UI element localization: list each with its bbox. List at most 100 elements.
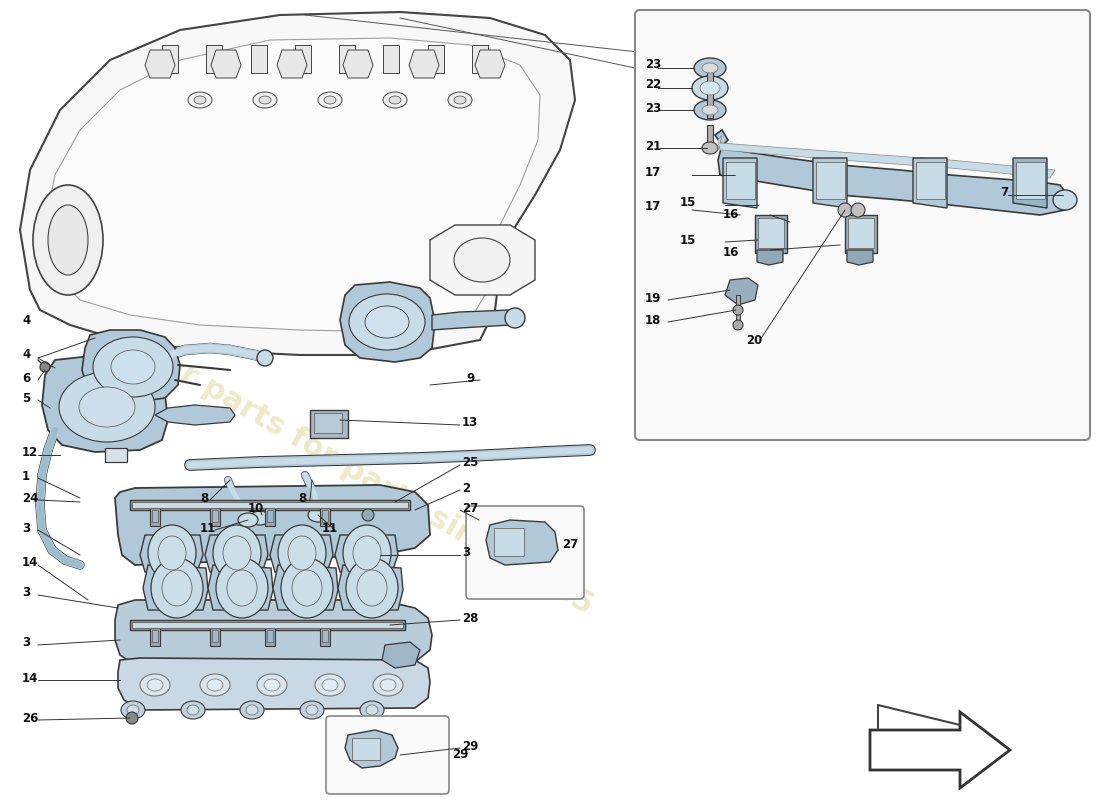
Bar [152, 630, 158, 642]
Text: 10: 10 [248, 502, 264, 514]
Polygon shape [82, 330, 180, 403]
Ellipse shape [343, 525, 390, 581]
Ellipse shape [365, 306, 409, 338]
Ellipse shape [216, 558, 268, 618]
Text: 5: 5 [22, 391, 31, 405]
Ellipse shape [454, 96, 466, 104]
Ellipse shape [702, 142, 718, 154]
Text: 4: 4 [22, 314, 31, 326]
Polygon shape [715, 130, 1070, 215]
Polygon shape [913, 158, 947, 208]
Text: 11: 11 [200, 522, 217, 534]
Polygon shape [430, 225, 535, 295]
Ellipse shape [94, 337, 173, 397]
Bar [339, 45, 355, 73]
Ellipse shape [358, 570, 387, 606]
Ellipse shape [360, 701, 384, 719]
Text: 4: 4 [22, 349, 31, 362]
Bar [310, 410, 348, 438]
Ellipse shape [300, 701, 324, 719]
Ellipse shape [40, 362, 49, 372]
Polygon shape [143, 565, 208, 610]
Ellipse shape [147, 679, 163, 691]
Text: 12: 12 [22, 446, 38, 458]
Polygon shape [432, 310, 510, 330]
Ellipse shape [140, 674, 170, 696]
Ellipse shape [278, 525, 326, 581]
Text: 14: 14 [22, 557, 38, 570]
Bar [162, 45, 178, 73]
Text: 29: 29 [452, 749, 469, 762]
Ellipse shape [349, 294, 425, 350]
Ellipse shape [182, 701, 205, 719]
Ellipse shape [362, 509, 374, 521]
Polygon shape [338, 565, 403, 610]
Ellipse shape [33, 185, 103, 295]
Ellipse shape [162, 570, 192, 606]
Ellipse shape [702, 63, 718, 73]
Bar [251, 45, 266, 73]
Ellipse shape [324, 96, 336, 104]
Ellipse shape [373, 674, 403, 696]
Polygon shape [340, 282, 434, 362]
Ellipse shape [151, 558, 204, 618]
Polygon shape [205, 535, 268, 572]
Bar [916, 162, 945, 199]
Ellipse shape [223, 536, 251, 570]
Bar [314, 413, 342, 433]
Text: 3: 3 [462, 546, 470, 559]
Bar [295, 45, 311, 73]
Bar [265, 628, 275, 646]
Bar [210, 508, 220, 526]
Bar [210, 628, 220, 646]
Ellipse shape [389, 96, 402, 104]
Text: 3: 3 [22, 637, 30, 650]
Ellipse shape [264, 679, 280, 691]
Ellipse shape [733, 305, 742, 315]
Polygon shape [1013, 158, 1047, 208]
Text: 3: 3 [22, 522, 30, 534]
Text: 8: 8 [298, 491, 306, 505]
Text: 15: 15 [680, 197, 696, 210]
FancyBboxPatch shape [466, 506, 584, 599]
Polygon shape [208, 565, 273, 610]
Text: 18: 18 [645, 314, 661, 326]
Ellipse shape [126, 712, 138, 724]
Polygon shape [116, 600, 432, 665]
Polygon shape [723, 158, 757, 208]
Ellipse shape [694, 100, 726, 120]
Ellipse shape [48, 205, 88, 275]
Bar [384, 45, 399, 73]
Polygon shape [42, 355, 168, 452]
Ellipse shape [454, 238, 510, 282]
Ellipse shape [200, 674, 230, 696]
Ellipse shape [315, 674, 345, 696]
Bar [212, 630, 218, 642]
Bar [707, 125, 713, 147]
Bar [494, 528, 524, 556]
Ellipse shape [292, 570, 322, 606]
Bar [755, 215, 786, 253]
Bar [212, 510, 218, 522]
Bar [104, 448, 126, 462]
Ellipse shape [257, 350, 273, 366]
Ellipse shape [238, 513, 258, 527]
Bar [428, 45, 443, 73]
Ellipse shape [188, 92, 212, 108]
Text: 16: 16 [723, 209, 739, 222]
Bar [848, 218, 874, 248]
Polygon shape [155, 405, 235, 425]
Ellipse shape [207, 679, 223, 691]
Text: 17: 17 [645, 201, 661, 214]
Polygon shape [118, 658, 430, 710]
Bar [130, 620, 405, 630]
Ellipse shape [733, 320, 742, 330]
Ellipse shape [253, 92, 277, 108]
Ellipse shape [692, 76, 728, 100]
Text: 24: 24 [22, 491, 38, 505]
Ellipse shape [246, 705, 258, 715]
Bar [322, 510, 328, 522]
Ellipse shape [694, 58, 726, 78]
Text: 7: 7 [1000, 186, 1008, 198]
Text: 23: 23 [645, 58, 661, 71]
